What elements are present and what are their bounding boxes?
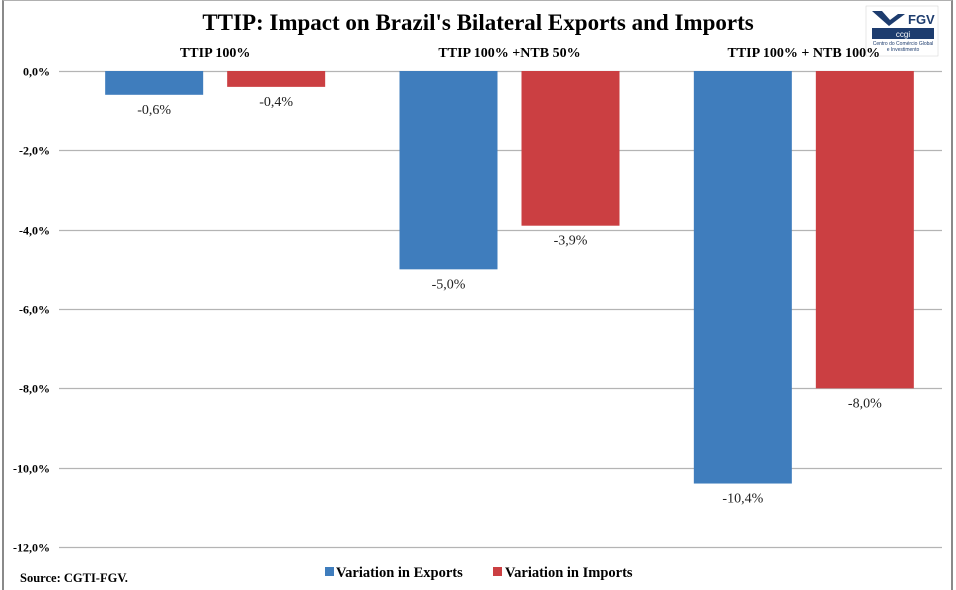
legend-label-exports: Variation in Exports [336,565,463,581]
y-tick-label: -6,0% [19,303,50,317]
bar-imports [521,71,620,226]
logo-subtitle-1: Centro do Comércio Global [873,41,934,47]
category-label: TTIP 100% + NTB 100% [727,46,880,61]
data-label: -0,4% [259,95,293,110]
data-label: -0,6% [137,103,171,118]
y-tick-label: 0,0% [23,65,50,79]
legend-label-imports: Variation in Imports [505,565,633,581]
y-tick-label: -8,0% [19,382,50,396]
data-labels: -0,6% -0,4% -5,0% -3,9% -10,4% -8,0% [137,95,882,507]
legend-swatch-imports [493,567,502,576]
logo-subtitle-2: e Investimento [887,47,920,53]
bar-imports [815,71,914,389]
y-tick-label: -10,0% [13,462,50,476]
fgv-logo: FGV ccgi Centro do Comércio Global e Inv… [865,5,939,57]
bar-imports [227,71,326,87]
category-labels: TTIP 100% TTIP 100% +NTB 50% TTIP 100% + N… [180,46,880,61]
y-axis-ticks: 0,0% -2,0% -4,0% -6,0% -8,0% -10,0% -12,0% [13,65,50,555]
data-label: -5,0% [432,277,466,292]
legend: Variation in Exports Variation in Import… [325,565,633,581]
data-label: -3,9% [554,234,588,249]
category-label: TTIP 100% +NTB 50% [438,46,580,61]
bar-exports [105,71,204,95]
logo-unit-band [872,28,934,39]
category-label: TTIP 100% [180,46,250,61]
data-label: -10,4% [722,492,763,507]
y-tick-label: -12,0% [13,541,50,555]
gridlines [59,70,942,549]
chart-title: TTIP: Impact on Brazil's Bilateral Expor… [202,10,753,35]
bar-exports [399,71,498,270]
bars [105,71,914,484]
y-tick-label: -4,0% [19,224,50,238]
logo-mark-icon [872,11,905,26]
bar-exports [693,71,792,484]
source-note: Source: CGTI-FGV. [20,571,128,585]
logo-unit: ccgi [896,30,910,39]
y-tick-label: -2,0% [19,144,50,158]
logo-brand: FGV [908,12,935,27]
data-label: -8,0% [848,396,882,411]
legend-swatch-exports [325,567,334,576]
